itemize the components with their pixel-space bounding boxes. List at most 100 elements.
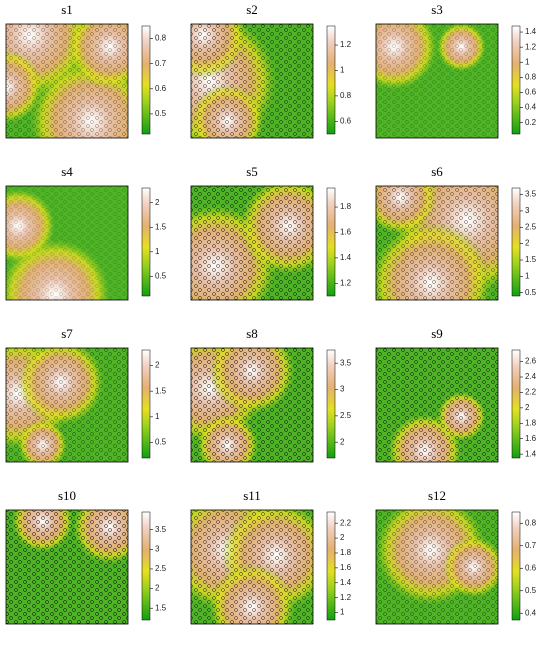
panel-title: s8 <box>246 326 258 341</box>
colorbar-tick-label: 0.5 <box>155 109 167 118</box>
colorbar-tick-label: 0.6 <box>155 84 167 93</box>
colorbar-tick-label: 2 <box>155 584 160 593</box>
colorbar-tick-label: 3.5 <box>340 358 352 367</box>
colorbar-tick-label: 3.5 <box>155 525 167 534</box>
colorbar-tick-label: 0.6 <box>525 563 537 572</box>
heatmap <box>376 510 498 624</box>
colorbar-tick-label: 1.5 <box>155 386 167 395</box>
colorbar-tick-label: 2 <box>155 198 160 207</box>
colorbar-tick-label: 1 <box>155 247 160 256</box>
sample-points <box>191 348 313 462</box>
map-frame <box>190 509 314 625</box>
colorbar-tick-label: 2.4 <box>525 372 537 381</box>
map-frame <box>190 347 314 463</box>
heatmap <box>191 348 313 462</box>
colorbar <box>511 187 521 297</box>
map-frame <box>5 509 129 625</box>
heatmap <box>191 510 313 624</box>
colorbar-tick-label: 2 <box>155 361 160 370</box>
panel-title: s1 <box>61 2 73 17</box>
colorbar-tick-label: 0.5 <box>525 586 537 595</box>
colorbar-tick-label: 2 <box>525 239 530 248</box>
sample-points <box>376 510 498 624</box>
sample-points <box>191 186 313 300</box>
panel-title: s4 <box>61 164 73 179</box>
map-frame <box>375 23 499 139</box>
colorbar-tick-label: 0.8 <box>155 34 167 43</box>
map-frame <box>375 509 499 625</box>
colorbar-tick-label: 1.6 <box>525 434 537 443</box>
panel-title: s10 <box>58 488 76 503</box>
panel-title: s6 <box>431 164 443 179</box>
colorbar-tick-label: 3 <box>155 544 160 553</box>
colorbar-tick-label: 0.7 <box>155 59 167 68</box>
colorbar-tick-label: 1 <box>525 57 530 66</box>
colorbar-tick-label: 0.2 <box>525 118 537 127</box>
colorbar-tick-label: 1.5 <box>155 603 167 612</box>
colorbar-tick-label: 0.6 <box>525 88 537 97</box>
colorbar <box>326 187 336 297</box>
panel-title: s11 <box>243 488 261 503</box>
heatmap <box>6 24 128 138</box>
colorbar-tick-label: 0.8 <box>525 518 537 527</box>
colorbar <box>511 25 521 135</box>
colorbar-tick-label: 0.7 <box>525 541 537 550</box>
colorbar-tick-label: 3 <box>340 385 345 394</box>
colorbar-tick-label: 3 <box>525 206 530 215</box>
colorbar <box>141 511 151 621</box>
panel-title: s7 <box>61 326 73 341</box>
colorbar-tick-label: 2.5 <box>155 564 167 573</box>
colorbar-tick-label: 1.2 <box>340 278 352 287</box>
map-frame <box>5 185 129 301</box>
sample-points <box>191 24 313 138</box>
colorbar-tick-label: 1.4 <box>525 449 537 458</box>
colorbar-tick-label: 2.2 <box>340 518 352 527</box>
heatmap <box>376 186 498 300</box>
colorbar-tick-label: 1 <box>340 608 345 617</box>
colorbar-tick-label: 1.8 <box>340 202 352 211</box>
colorbar-tick-label: 0.8 <box>340 91 352 100</box>
colorbar-tick-label: 1.2 <box>340 40 352 49</box>
colorbar-tick-label: 0.4 <box>525 608 537 617</box>
colorbar-tick-label: 1.8 <box>340 548 352 557</box>
map-frame <box>5 347 129 463</box>
sample-points <box>376 348 498 462</box>
colorbar-tick-label: 0.5 <box>155 438 167 447</box>
colorbar-tick-label: 2 <box>340 533 345 542</box>
colorbar-tick-label: 2.5 <box>340 411 352 420</box>
panel-title: s9 <box>431 326 443 341</box>
sample-points <box>191 510 313 624</box>
colorbar <box>326 25 336 135</box>
map-frame <box>190 23 314 139</box>
colorbar-tick-label: 2 <box>525 403 530 412</box>
colorbar-tick-label: 1.2 <box>340 593 352 602</box>
heatmap <box>6 186 128 300</box>
colorbar-tick-label: 1.4 <box>340 578 352 587</box>
panel-title: s2 <box>246 2 258 17</box>
panel-title: s3 <box>431 2 443 17</box>
heatmap <box>191 186 313 300</box>
colorbar-tick-label: 1 <box>155 412 160 421</box>
colorbar-tick-label: 0.5 <box>155 271 167 280</box>
map-frame <box>375 185 499 301</box>
colorbar <box>141 25 151 135</box>
heatmap <box>376 348 498 462</box>
colorbar-tick-label: 1.5 <box>155 222 167 231</box>
colorbar <box>511 349 521 459</box>
sample-points <box>6 348 128 462</box>
heatmap <box>191 24 313 138</box>
map-frame <box>5 23 129 139</box>
colorbar <box>326 349 336 459</box>
colorbar-tick-label: 1.4 <box>340 253 352 262</box>
colorbar-tick-label: 0.6 <box>340 116 352 125</box>
map-frame <box>190 185 314 301</box>
sample-points <box>6 510 128 624</box>
colorbar-tick-label: 2.5 <box>525 222 537 231</box>
colorbar-tick-label: 1.4 <box>525 27 537 36</box>
panel-title: s5 <box>246 164 258 179</box>
sample-points <box>6 186 128 300</box>
colorbar <box>141 187 151 297</box>
colorbar-tick-label: 1 <box>340 66 345 75</box>
colorbar-tick-label: 1.6 <box>340 563 352 572</box>
colorbar-tick-label: 0.5 <box>525 288 537 297</box>
